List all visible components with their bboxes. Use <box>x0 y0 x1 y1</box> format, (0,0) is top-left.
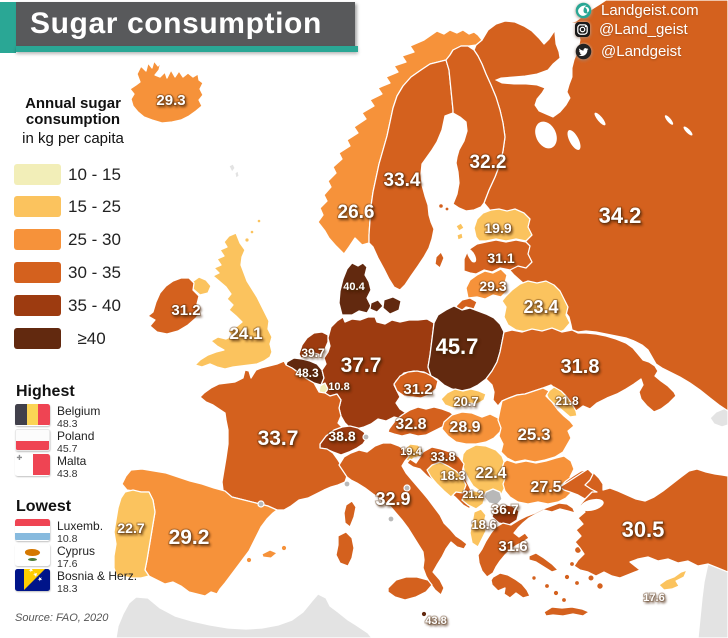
svg-text:20.7: 20.7 <box>453 394 478 409</box>
svg-text:33.8: 33.8 <box>430 449 455 464</box>
svg-text:23.4: 23.4 <box>523 297 558 317</box>
svg-text:29.2: 29.2 <box>169 526 210 549</box>
svg-text:32.8: 32.8 <box>395 416 426 433</box>
svg-text:36.7: 36.7 <box>491 501 518 517</box>
svg-text:37.7: 37.7 <box>341 354 382 377</box>
svg-text:31.8: 31.8 <box>561 356 600 378</box>
svg-text:45.7: 45.7 <box>436 334 479 359</box>
svg-text:29.3: 29.3 <box>479 278 506 294</box>
svg-text:43.8: 43.8 <box>425 615 446 627</box>
svg-text:28.9: 28.9 <box>449 419 480 436</box>
svg-text:24.1: 24.1 <box>229 324 262 343</box>
svg-text:22.4: 22.4 <box>475 465 506 482</box>
svg-text:33.7: 33.7 <box>258 427 299 450</box>
svg-text:27.5: 27.5 <box>530 479 561 496</box>
svg-text:33.4: 33.4 <box>384 170 421 191</box>
svg-text:31.1: 31.1 <box>487 250 514 266</box>
svg-text:26.6: 26.6 <box>338 202 375 223</box>
svg-text:31.2: 31.2 <box>403 381 432 398</box>
svg-text:30.5: 30.5 <box>622 517 665 542</box>
svg-text:10.8: 10.8 <box>328 381 349 393</box>
svg-text:22.7: 22.7 <box>117 520 144 536</box>
svg-text:19.4: 19.4 <box>400 446 422 458</box>
svg-text:48.3: 48.3 <box>295 366 319 380</box>
svg-text:21.2: 21.2 <box>462 489 483 501</box>
svg-text:19.9: 19.9 <box>484 220 511 236</box>
svg-text:34.2: 34.2 <box>599 203 642 228</box>
svg-text:39.7: 39.7 <box>301 346 325 360</box>
svg-text:40.4: 40.4 <box>343 281 365 293</box>
svg-text:18.3: 18.3 <box>440 468 465 483</box>
svg-text:38.8: 38.8 <box>328 428 355 444</box>
svg-text:32.2: 32.2 <box>470 152 507 173</box>
svg-text:31.2: 31.2 <box>171 302 200 319</box>
svg-text:31.6: 31.6 <box>498 538 527 555</box>
svg-text:21.8: 21.8 <box>555 394 579 408</box>
svg-text:18.6: 18.6 <box>471 517 496 532</box>
svg-text:32.9: 32.9 <box>375 489 410 509</box>
svg-text:25.3: 25.3 <box>517 425 550 444</box>
svg-text:17.6: 17.6 <box>643 592 664 604</box>
svg-text:29.3: 29.3 <box>156 92 185 109</box>
